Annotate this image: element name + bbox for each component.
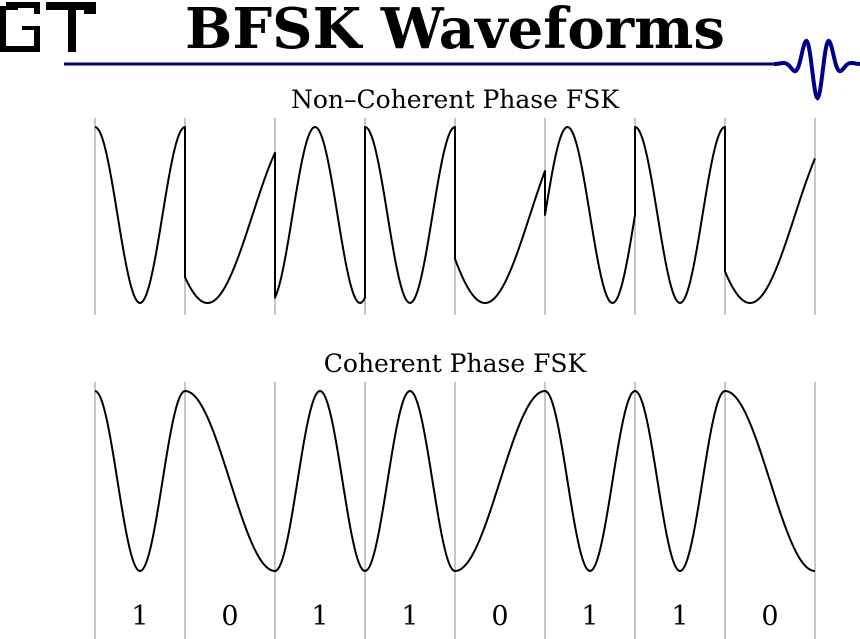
wavelet-icon <box>775 41 860 98</box>
bit-label: 0 <box>221 601 238 632</box>
bit-label: 1 <box>401 601 418 632</box>
bit-label: 1 <box>581 601 598 632</box>
bit-label: 1 <box>671 601 688 632</box>
panel-title-noncoherent: Non–Coherent Phase FSK <box>291 85 620 114</box>
panel-title-coherent: Coherent Phase FSK <box>324 349 588 378</box>
bit-label: 0 <box>761 601 778 632</box>
bit-label: 1 <box>131 601 148 632</box>
bit-label: 0 <box>491 601 508 632</box>
bit-label: 1 <box>311 601 328 632</box>
page-title: BFSK Waveforms <box>185 0 725 62</box>
gt-logo <box>0 2 96 52</box>
